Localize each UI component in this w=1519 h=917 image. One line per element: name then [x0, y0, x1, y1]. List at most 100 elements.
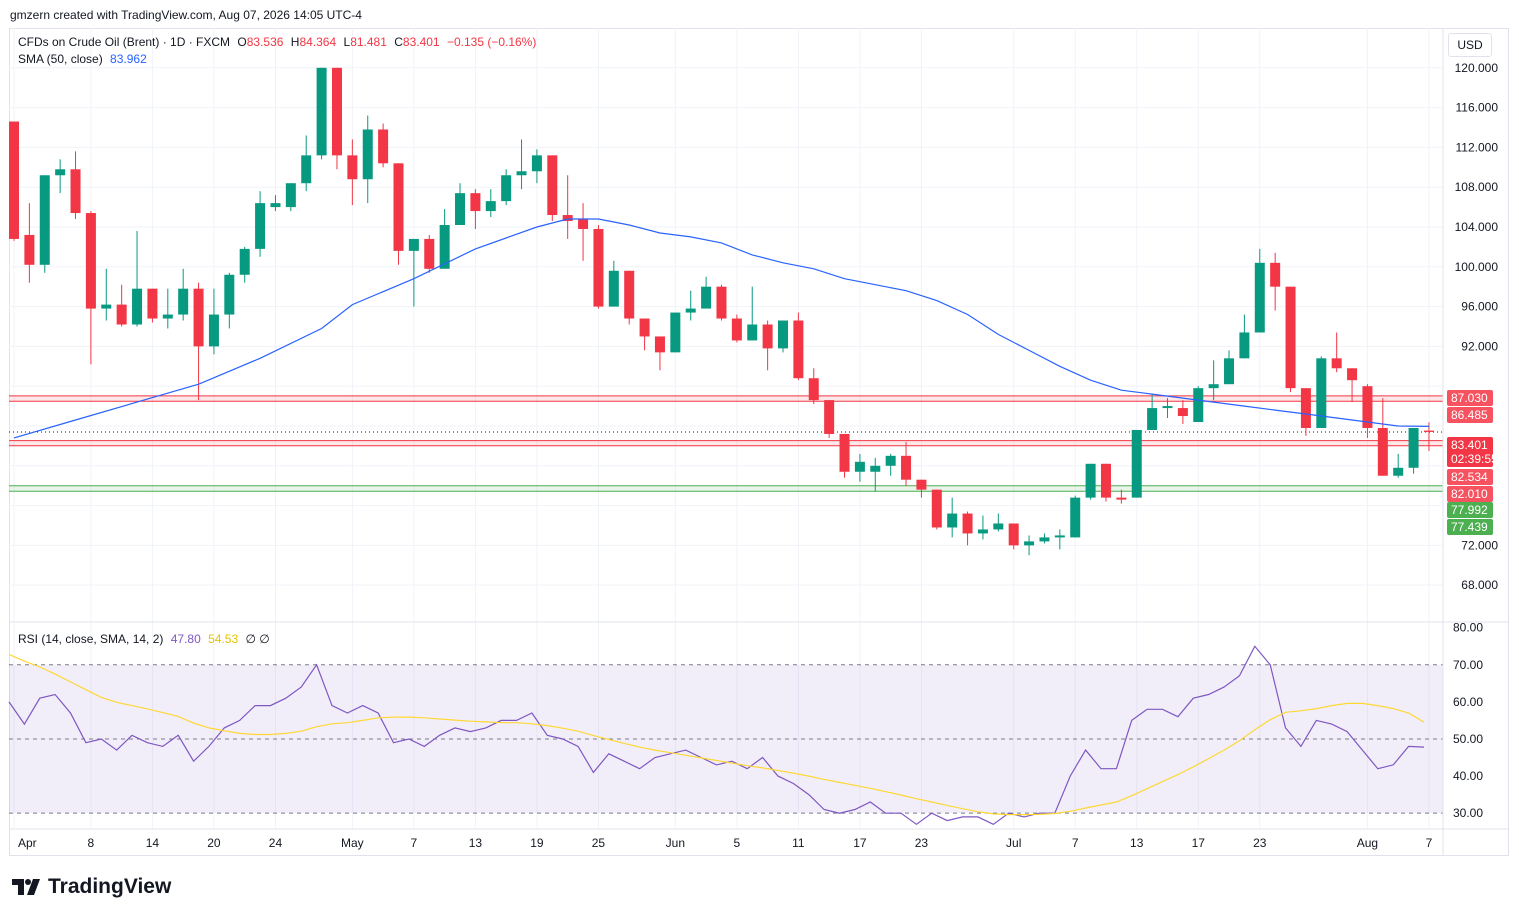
candle — [347, 139, 358, 206]
candle — [470, 189, 481, 229]
x-tick-label: 24 — [269, 836, 283, 850]
currency-button[interactable]: USD — [1448, 33, 1492, 57]
candle-body — [393, 163, 404, 251]
candle-body — [1100, 463, 1111, 498]
candle-body — [1362, 386, 1373, 428]
candle-body — [301, 155, 312, 184]
candle-body — [1039, 537, 1050, 542]
candle — [301, 135, 312, 192]
candle — [424, 234, 435, 273]
low-value: 81.481 — [350, 35, 387, 49]
candle — [162, 288, 173, 329]
candle — [701, 276, 712, 309]
x-tick-label: Aug — [1357, 836, 1378, 850]
level-tag-bg — [1447, 486, 1493, 502]
change-value: −0.135 (−0.16%) — [446, 35, 537, 49]
candle-body — [839, 433, 850, 472]
candle-body — [1147, 408, 1158, 430]
level-tag-bg — [1447, 519, 1493, 535]
rsi-tick-label: 50.00 — [1453, 732, 1483, 746]
x-tick-label: 23 — [915, 836, 929, 850]
candle-body — [762, 324, 773, 349]
candle — [70, 151, 81, 220]
candle-body — [1347, 368, 1358, 381]
level-tag: 82.010 — [1447, 486, 1493, 502]
candle-body — [347, 155, 358, 180]
candle — [1347, 368, 1358, 403]
candle — [993, 513, 1004, 532]
candle — [1239, 314, 1250, 359]
last-price-tag-bg — [1447, 437, 1493, 467]
candle-body — [1270, 262, 1281, 287]
candle-body — [439, 225, 450, 269]
candle — [132, 230, 143, 327]
candle-body — [808, 378, 819, 401]
candle-body — [1070, 497, 1081, 538]
candle-body — [1254, 262, 1265, 333]
candle — [1300, 388, 1311, 436]
open-label: O — [237, 35, 247, 49]
candle — [1331, 332, 1342, 373]
candle — [885, 453, 896, 476]
candle-body — [1131, 429, 1142, 498]
candle-body — [455, 193, 466, 226]
candle-body — [593, 228, 604, 307]
candle — [147, 288, 158, 323]
brand-name: TradingView — [48, 875, 172, 898]
axes: Apr 8 14 20 24 May 7 13 19 25 Jun 5 11 17 23 Jul 7 13 17 23… — [9, 28, 1509, 856]
candle-body — [578, 219, 589, 229]
candle-body — [316, 67, 327, 156]
candle — [578, 203, 589, 261]
candle-body — [132, 288, 143, 325]
candle — [193, 282, 204, 401]
candle — [316, 67, 327, 160]
candle — [531, 149, 542, 184]
tradingview-logo[interactable]: TradingView — [12, 875, 171, 899]
candle — [1162, 398, 1173, 419]
candle-body — [1331, 358, 1342, 369]
x-tick-label: May — [341, 836, 364, 850]
candle — [1224, 350, 1235, 385]
level-tag-text: 86.485 — [1451, 408, 1488, 422]
x-tick-label: 13 — [1130, 836, 1144, 850]
low-label: L — [343, 35, 351, 49]
rsi-pane — [8, 645, 1443, 826]
sma-value: 83.962 — [110, 52, 147, 66]
candle — [1070, 495, 1081, 538]
candle — [916, 479, 927, 498]
rsi-sma-value: 54.53 — [208, 632, 239, 646]
level-tag-text: 82.534 — [1451, 470, 1488, 484]
candle — [977, 515, 988, 540]
candle — [378, 123, 389, 168]
candle — [408, 238, 419, 307]
level-tag-text: 82.010 — [1451, 487, 1488, 501]
candle-body — [1300, 388, 1311, 428]
open-value: 83.536 — [246, 35, 284, 49]
candle-body — [70, 169, 81, 214]
rsi-tick-label: 30.00 — [1453, 806, 1483, 820]
y-tick-label: 72.000 — [1461, 538, 1498, 552]
candle — [562, 175, 573, 239]
candle-body — [977, 529, 988, 534]
candle-body — [9, 121, 19, 239]
candle-body — [962, 513, 973, 534]
x-tick-label: 7 — [1072, 836, 1079, 850]
candle — [1377, 398, 1388, 476]
candle — [1408, 427, 1419, 474]
level-zone — [9, 395, 1443, 402]
candle-body — [854, 461, 865, 472]
tradingview-logo-icon — [12, 879, 40, 895]
candle-body — [731, 318, 742, 341]
candle-body — [624, 270, 635, 319]
candle — [870, 457, 881, 492]
candle — [208, 288, 219, 355]
price-levels — [9, 395, 1443, 492]
candle-body — [547, 155, 558, 216]
candle-body — [147, 288, 158, 319]
candle — [716, 284, 727, 321]
candle-body — [654, 336, 665, 353]
candle-body — [116, 304, 127, 325]
candle-body — [1208, 384, 1219, 389]
